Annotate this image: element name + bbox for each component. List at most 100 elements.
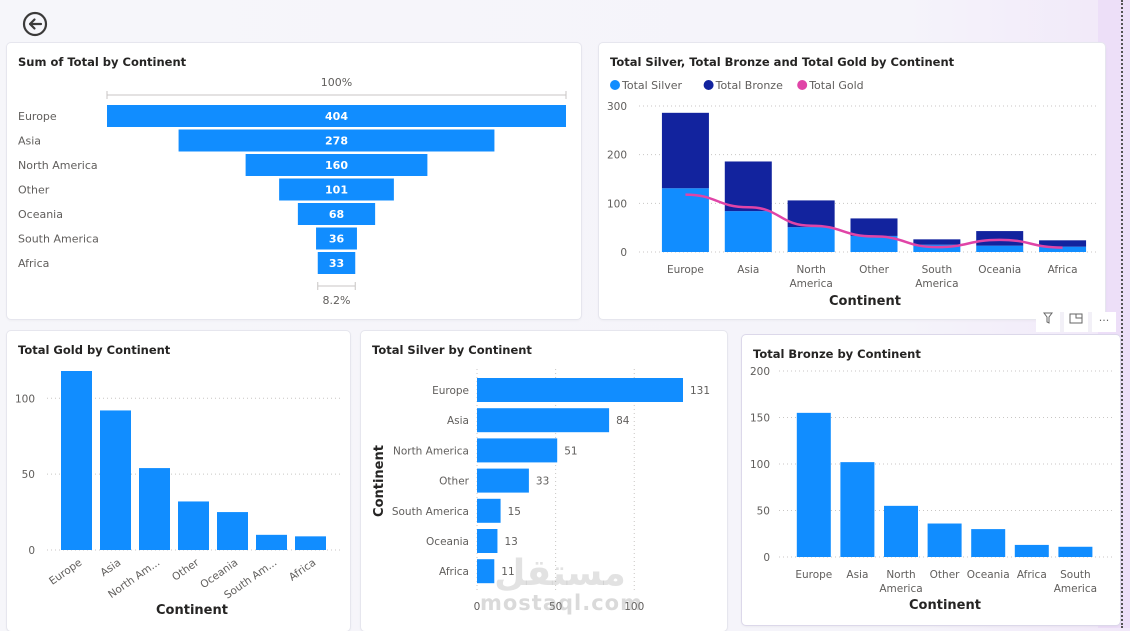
combo-chart: Total Silver Total Bronze Total Gold 0 100 20…	[607, 79, 1099, 309]
x-tick-label: Oceania	[967, 569, 1010, 581]
filter-icon[interactable]	[1036, 312, 1060, 332]
funnel-title: Sum of Total by Continent	[18, 55, 187, 69]
x-tick-label: Other	[930, 569, 960, 581]
x-tick-label: 50	[549, 601, 562, 613]
legend-marker-total-gold	[797, 80, 808, 90]
funnel-category-label: North America	[18, 159, 98, 172]
funnel-value-label: 278	[325, 135, 348, 148]
silver-card[interactable]: Total Silver by Continent 0 50 100 Europe 13…	[361, 331, 727, 631]
x-tick-label: North America	[789, 264, 832, 290]
value-label: 15	[508, 506, 521, 518]
gold-bar	[178, 501, 209, 550]
legend-marker-total-silver	[610, 80, 620, 90]
silver-bar	[976, 245, 1024, 252]
x-tick-label: Asia	[846, 569, 868, 581]
funnel-bar	[316, 227, 357, 250]
x-axis-title: Continent	[909, 598, 981, 613]
legend-label: Total Silver	[621, 79, 683, 92]
silver-bar	[724, 211, 772, 252]
silver-chart: 0 50 100 Europe 131 Asia 84 North America 51 Othe…	[372, 369, 710, 613]
x-tick-label: Africa	[287, 557, 318, 584]
legend-label: Total Gold	[808, 79, 863, 92]
funnel-value-label: 404	[325, 110, 348, 123]
focus-mode-icon[interactable]	[1064, 312, 1088, 332]
back-button[interactable]	[22, 11, 48, 37]
silver-bar	[477, 468, 529, 493]
bronze-bar	[1058, 546, 1093, 557]
x-tick-label: South America	[1054, 569, 1097, 595]
x-tick-label: Asia	[98, 557, 123, 579]
funnel-top-label: 100%	[321, 76, 352, 89]
funnel-bottom-label: 8.2%	[323, 294, 351, 307]
y-tick-label: 100	[750, 459, 770, 471]
silver-bar	[477, 559, 495, 584]
bronze-bar	[796, 412, 831, 557]
x-tick-label: South America	[915, 264, 958, 290]
silver-bar	[477, 438, 558, 463]
y-category-label: Europe	[432, 385, 469, 397]
value-label: 84	[616, 415, 630, 427]
funnel-value-label: 36	[329, 233, 345, 246]
funnel-value-label: 101	[325, 184, 348, 197]
gold-line	[685, 193, 1063, 249]
funnel-chart: 100% Europe 404 Asia 278 North America 160 Othe…	[18, 76, 567, 307]
funnel-bar	[178, 129, 495, 152]
y-category-label: South America	[392, 506, 469, 518]
x-tick-label: Asia	[737, 264, 759, 276]
funnel-value-label: 33	[329, 257, 344, 270]
page-boundary-line	[1121, 0, 1123, 628]
bronze-title: Total Bronze by Continent	[753, 347, 921, 361]
silver-bar	[1039, 246, 1087, 252]
combo-card[interactable]: Total Silver, Total Bronze and Total Gol…	[599, 43, 1105, 319]
funnel-category-label: Africa	[18, 257, 49, 270]
x-tick-label: Other	[859, 264, 889, 276]
funnel-category-label: Other	[18, 184, 50, 197]
x-tick-label: Europe	[667, 264, 704, 276]
value-label: 13	[504, 536, 517, 548]
value-label: 131	[690, 385, 710, 397]
more-options-icon[interactable]: ···	[1092, 312, 1116, 332]
silver-bar	[477, 378, 683, 402]
x-tick-label: Europe	[47, 557, 84, 588]
combo-title: Total Silver, Total Bronze and Total Gol…	[610, 55, 955, 69]
bronze-bar	[884, 505, 918, 557]
bronze-bar	[1039, 240, 1087, 247]
x-tick-label: Africa	[1048, 264, 1078, 276]
silver-bar	[661, 188, 709, 252]
gold-bar	[139, 468, 170, 550]
silver-bar	[477, 498, 501, 523]
y-tick-label: 0	[763, 552, 770, 564]
bronze-bar	[971, 529, 1006, 557]
funnel-bar	[245, 154, 428, 176]
value-label: 33	[536, 476, 549, 488]
silver-bar	[850, 235, 898, 252]
bronze-card[interactable]: Total Bronze by Continent 0 50 100 150 200 Eu…	[742, 335, 1120, 625]
gold-title: Total Gold by Continent	[18, 343, 171, 357]
y-tick-label: 200	[750, 366, 770, 378]
gold-card[interactable]: Total Gold by Continent 0 50 100 Europe Asia…	[7, 331, 350, 631]
y-category-label: Asia	[447, 415, 469, 427]
funnel-category-label: South America	[18, 233, 99, 246]
x-axis-title: Continent	[156, 603, 228, 618]
gold-bar	[256, 534, 287, 550]
y-tick-label: 200	[607, 150, 627, 162]
funnel-category-label: Europe	[18, 110, 57, 123]
x-tick-label: 100	[624, 601, 644, 613]
y-category-label: North America	[393, 445, 469, 457]
y-tick-label: 50	[757, 506, 770, 518]
gold-bar	[100, 410, 131, 550]
gold-bar	[295, 536, 326, 550]
gold-bar	[217, 512, 248, 550]
y-tick-label: 50	[22, 469, 35, 481]
funnel-bar	[279, 178, 394, 201]
y-tick-label: 0	[620, 247, 627, 259]
x-tick-label: Oceania	[978, 264, 1021, 276]
bronze-bar	[1014, 544, 1049, 557]
legend-label: Total Bronze	[715, 79, 783, 92]
bronze-bar	[976, 231, 1024, 246]
funnel-card[interactable]: Sum of Total by Continent 100% Europe 404 A…	[7, 43, 581, 319]
back-arrow-icon	[22, 11, 48, 37]
legend-marker-total-bronze	[703, 80, 714, 90]
y-axis-title: Continent	[372, 445, 387, 517]
